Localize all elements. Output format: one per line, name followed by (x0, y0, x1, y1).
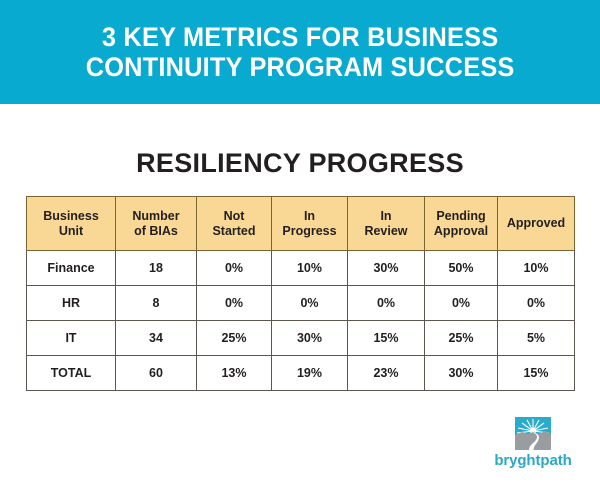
column-header-number-of-bias: Number of BIAs (115, 196, 197, 251)
page-title-container: RESILIENCY PROGRESS (0, 130, 600, 197)
cell-pending-approval: 25% (424, 320, 498, 356)
cell-in-review: 0% (347, 285, 425, 321)
banner-title: 3 KEY METRICS FOR BUSINESS CONTINUITY PR… (85, 21, 515, 82)
column-header-approved: Approved (497, 196, 575, 251)
cell-approved: 10% (497, 250, 575, 286)
column-header-line: Unit (58, 223, 84, 238)
column-header-line: Approved (506, 216, 566, 231)
column-header-line: In (303, 209, 316, 224)
logo-wordmark: bryghtpath (494, 452, 572, 469)
column-header-line: Progress (282, 223, 337, 238)
table-header: Business Unit Number of BIAs Not Started… (26, 196, 575, 251)
cell-not-started: 13% (196, 355, 272, 391)
cell-in-progress: 10% (271, 250, 348, 286)
cell-pending-approval: 0% (424, 285, 498, 321)
cell-in-review: 23% (347, 355, 425, 391)
resiliency-progress-table: Business Unit Number of BIAs Not Started… (26, 196, 575, 391)
cell-number-of-bias: 18 (115, 250, 197, 286)
column-header-pending-approval: Pending Approval (424, 196, 498, 251)
column-header-line: of BIAs (134, 223, 178, 238)
cell-number-of-bias: 60 (115, 355, 197, 391)
column-header-line: Started (212, 223, 256, 238)
column-header-line: Not (223, 209, 245, 224)
column-header-line: Review (364, 223, 408, 238)
table-row-total: TOTAL 60 13% 19% 23% 30% 15% (26, 355, 575, 391)
cell-business-unit: Finance (26, 250, 116, 286)
table-row: IT 34 25% 30% 15% 25% 5% (26, 320, 575, 356)
cell-business-unit: TOTAL (26, 355, 116, 391)
cell-not-started: 0% (196, 285, 272, 321)
cell-pending-approval: 50% (424, 250, 498, 286)
cell-approved: 0% (497, 285, 575, 321)
cell-in-progress: 30% (271, 320, 348, 356)
table-row: Finance 18 0% 10% 30% 50% 10% (26, 250, 575, 286)
cell-in-progress: 19% (271, 355, 348, 391)
cell-not-started: 0% (196, 250, 272, 286)
column-header-line: Approval (433, 223, 489, 238)
cell-in-review: 15% (347, 320, 425, 356)
cell-in-progress: 0% (271, 285, 348, 321)
cell-pending-approval: 30% (424, 355, 498, 391)
table-row: HR 8 0% 0% 0% 0% 0% (26, 285, 575, 321)
column-header-in-review: In Review (347, 196, 425, 251)
column-header-business-unit: Business Unit (26, 196, 116, 251)
column-header-line: Number (132, 209, 180, 224)
column-header-in-progress: In Progress (271, 196, 348, 251)
cell-business-unit: HR (26, 285, 116, 321)
page-title: RESILIENCY PROGRESS (136, 148, 464, 179)
table-header-row: Business Unit Number of BIAs Not Started… (26, 196, 575, 251)
column-header-line: Pending (436, 209, 486, 224)
cell-in-review: 30% (347, 250, 425, 286)
bryghtpath-logo: bryghtpath (487, 417, 579, 468)
resiliency-progress-table-container: Business Unit Number of BIAs Not Started… (26, 196, 575, 391)
header-banner: 3 KEY METRICS FOR BUSINESS CONTINUITY PR… (0, 0, 600, 104)
cell-number-of-bias: 34 (115, 320, 197, 356)
column-header-not-started: Not Started (196, 196, 272, 251)
column-header-line: In (380, 209, 392, 224)
cell-not-started: 25% (196, 320, 272, 356)
cell-approved: 5% (497, 320, 575, 356)
cell-number-of-bias: 8 (115, 285, 197, 321)
cell-business-unit: IT (26, 320, 116, 356)
column-header-line: Business (43, 209, 99, 224)
cell-approved: 15% (497, 355, 575, 391)
table-body: Finance 18 0% 10% 30% 50% 10% HR 8 0% 0%… (26, 250, 575, 391)
sunburst-path-logo-icon (515, 417, 551, 450)
